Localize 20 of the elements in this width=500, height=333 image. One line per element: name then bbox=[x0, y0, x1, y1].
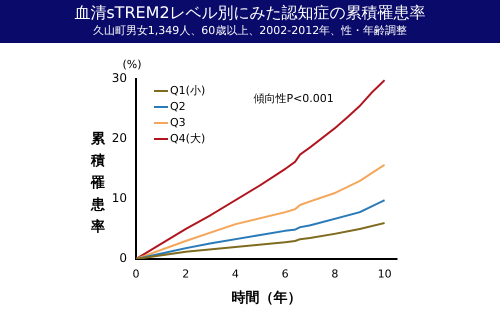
x-tick-label: 2 bbox=[182, 267, 190, 280]
x-axis-title: 時間（年） bbox=[232, 290, 302, 306]
y-tick-label: 10 bbox=[112, 191, 127, 206]
x-tick-label: 6 bbox=[282, 267, 289, 280]
chart-title: 血清sTREM2レベル別にみた認知症の累積罹患率 bbox=[73, 3, 427, 23]
y-tick-label: 20 bbox=[112, 131, 127, 146]
y-axis-title: 累積罹患率 bbox=[90, 130, 106, 237]
legend-label: Q2 bbox=[170, 100, 186, 113]
annotation: 傾向性P<0.001 bbox=[253, 92, 334, 105]
chart-subtitle: 久山町男女1,349人、60歳以上、2002-2012年、性・年齢調整 bbox=[92, 23, 408, 38]
x-tick-label: 4 bbox=[232, 267, 239, 280]
x-tick-label: 0 bbox=[132, 267, 140, 280]
legend-label: Q3 bbox=[170, 116, 186, 129]
y-tick-label: 0 bbox=[119, 251, 127, 266]
x-tick-label: 8 bbox=[331, 267, 338, 280]
x-tick-label: 10 bbox=[378, 267, 392, 280]
legend-label: Q1(小) bbox=[170, 84, 206, 97]
legend-label: Q4(大) bbox=[170, 132, 206, 145]
text: (%) bbox=[122, 58, 142, 71]
y-tick-label: 30 bbox=[112, 71, 127, 86]
